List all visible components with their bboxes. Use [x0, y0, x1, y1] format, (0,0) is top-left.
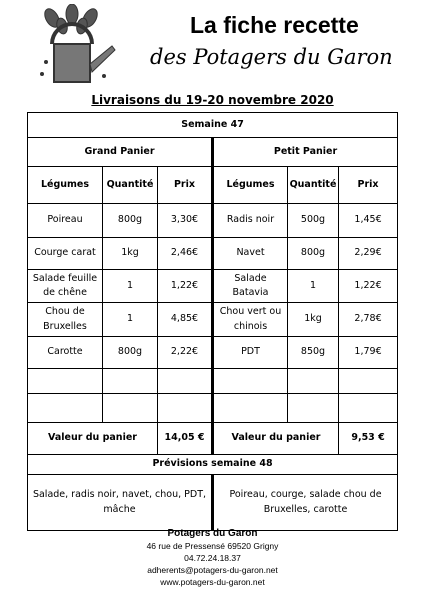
table-cell: Salade feuille de chêne [27, 269, 103, 303]
table-row: Courge carat 1kg 2,46€ Navet 800g 2,29€ [27, 237, 399, 270]
table-row: Carotte 800g 2,22€ PDT 850g 1,79€ [27, 336, 399, 369]
table-row [27, 368, 399, 394]
table-cell: Poireau [27, 203, 103, 238]
column-header: Quantité [102, 166, 158, 204]
table-row: Prévisions semaine 48 [26, 454, 399, 475]
table-cell: Chou vert ou chinois [212, 302, 288, 337]
table-cell: 800g [102, 203, 158, 238]
column-header: Quantité [287, 166, 339, 204]
table-cell: 2,29€ [337, 237, 399, 270]
table-cell: 2,46€ [157, 237, 214, 270]
table-cell: 1kg [102, 237, 158, 270]
footer-email: adherents@potagers-du-garon.net [147, 565, 278, 575]
recipe-table: Semaine 47 Grand Panier Petit Panier Légume… [26, 112, 399, 531]
table-cell: PDT [212, 336, 288, 369]
table-cell: 2,22€ [157, 336, 214, 369]
table-cell: 1,22€ [157, 269, 214, 303]
empty-cell [102, 393, 158, 423]
empty-cell [157, 393, 214, 423]
table-row: Légumes Quantité Prix Légumes Quantité Prix [27, 166, 399, 204]
footer-phone: 04.72.24.18.37 [184, 553, 241, 563]
empty-cell [27, 393, 103, 423]
total-label: Valeur du panier [27, 422, 158, 455]
table-row: Semaine 47 [26, 112, 399, 138]
week-header: Semaine 47 [26, 112, 399, 138]
table-cell: 500g [287, 203, 339, 238]
table-cell: 850g [287, 336, 339, 369]
table-row: Salade, radis noir, navet, chou, PDT, mâ… [27, 474, 399, 531]
empty-cell [337, 368, 399, 394]
subtitle: des Potagers du Garon [150, 45, 393, 69]
table-row: Chou de Bruxelles 1 4,85€ Chou vert ou chin… [27, 302, 399, 337]
table-row [27, 393, 399, 423]
table-cell: Chou de Bruxelles [27, 302, 103, 337]
total-value: 14,05 € [157, 422, 214, 455]
forecast-title: Prévisions semaine 48 [26, 454, 399, 475]
empty-cell [212, 393, 288, 423]
empty-cell [212, 368, 288, 394]
delivery-date: Livraisons du 19-20 novembre 2020 [91, 93, 334, 107]
empty-cell [157, 368, 214, 394]
footer-web: www.potagers-du-garon.net [160, 577, 265, 587]
table-cell: 1 [287, 269, 339, 303]
total-value: 9,53 € [337, 422, 399, 455]
table-cell: Courge carat [27, 237, 103, 270]
column-header: Légumes [27, 166, 103, 204]
empty-cell [287, 368, 339, 394]
column-header: Prix [337, 166, 399, 204]
table-cell: 1,45€ [337, 203, 399, 238]
total-label: Valeur du panier [212, 422, 339, 455]
empty-cell [27, 368, 103, 394]
table-cell: Salade Batavia [212, 269, 288, 303]
footer-address: 46 rue de Pressensé 69520 Grigny [146, 541, 279, 551]
panel-header: Grand Panier [27, 137, 214, 167]
title: La fiche recette [190, 12, 359, 38]
table-cell: Carotte [27, 336, 103, 369]
forecast-text: Salade, radis noir, navet, chou, PDT, mâ… [27, 474, 214, 531]
footer-name: Potagers du Garon [167, 528, 258, 539]
table-row: Valeur du panier 14,05 € Valeur du panier 9… [27, 422, 399, 455]
table-cell: Radis noir [212, 203, 288, 238]
panel-header: Petit Panier [211, 137, 399, 167]
table-cell: 1 [102, 302, 158, 337]
empty-cell [287, 393, 339, 423]
table-cell: 1 [102, 269, 158, 303]
forecast-text: Poireau, courge, salade chou de Bruxelle… [211, 474, 399, 531]
table-cell: 1,79€ [337, 336, 399, 369]
logo [40, 4, 116, 83]
table-row: Salade feuille de chêne 1 1,22€ Salade Bata… [27, 269, 399, 303]
table-cell: 4,85€ [157, 302, 214, 337]
footer: Potagers du Garon 46 rue de Pressensé 69… [0, 528, 425, 588]
table-cell: Navet [212, 237, 288, 270]
table-cell: 800g [287, 237, 339, 270]
table-cell: 2,78€ [337, 302, 399, 337]
table-cell: 1,22€ [337, 269, 399, 303]
empty-cell [102, 368, 158, 394]
table-cell: 800g [102, 336, 158, 369]
table-row: Poireau 800g 3,30€ Radis noir 500g 1,45€ [27, 203, 399, 238]
table-cell: 3,30€ [157, 203, 214, 238]
column-header: Prix [157, 166, 214, 204]
column-header: Légumes [212, 166, 288, 204]
empty-cell [337, 393, 399, 423]
table-row: Grand Panier Petit Panier [27, 137, 399, 167]
table-cell: 1kg [287, 302, 339, 337]
